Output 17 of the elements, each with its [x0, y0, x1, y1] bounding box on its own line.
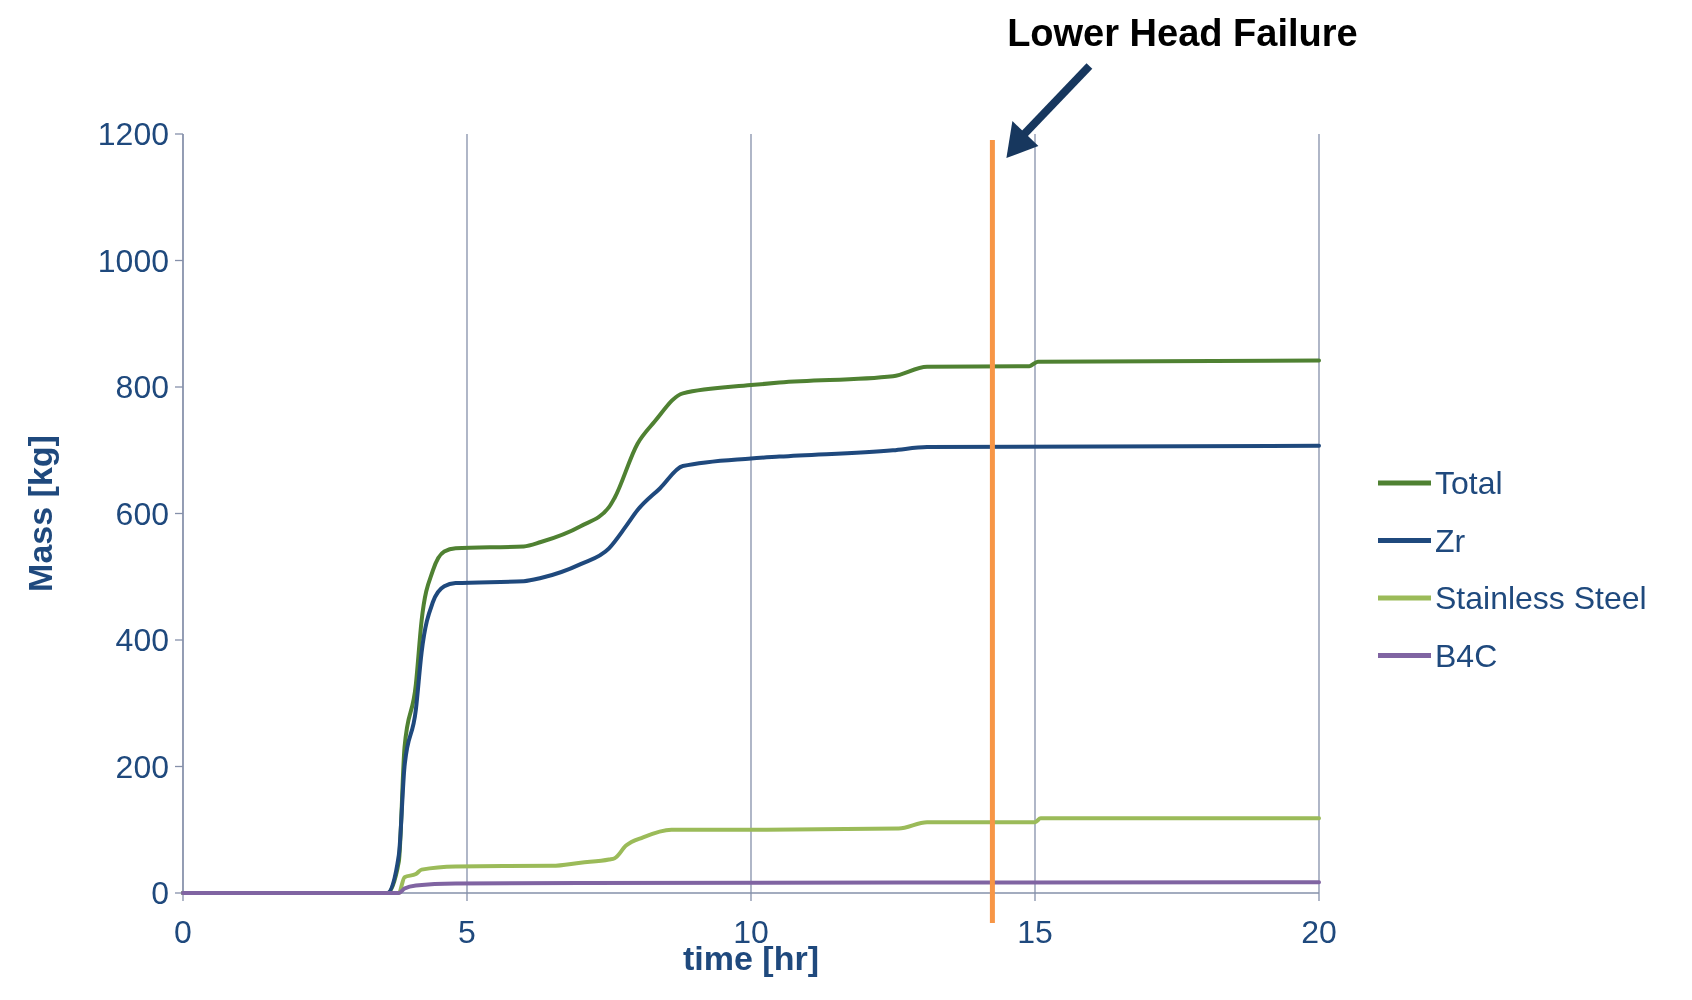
y-tick-label: 600 [115, 495, 169, 532]
y-tick-label: 0 [151, 875, 169, 912]
legend-label: B4C [1435, 637, 1498, 674]
y-tick-label: 400 [115, 622, 169, 659]
y-tick-label: 800 [115, 369, 169, 406]
y-tick-label: 200 [115, 748, 169, 785]
legend-label: Zr [1435, 522, 1466, 559]
ref-line-label: Lower Head Failure [1007, 12, 1358, 54]
y-axis-title: Mass [kg] [21, 435, 59, 592]
x-tick-label: 5 [458, 914, 476, 950]
legend-label: Stainless Steel [1435, 580, 1647, 617]
y-tick-label: 1000 [97, 242, 169, 279]
x-tick-label: 0 [174, 914, 192, 950]
x-tick-label: 20 [1301, 914, 1337, 950]
x-tick-label: 15 [1017, 914, 1053, 950]
legend-label: Total [1435, 465, 1503, 502]
y-tick-label: 1200 [97, 116, 169, 153]
